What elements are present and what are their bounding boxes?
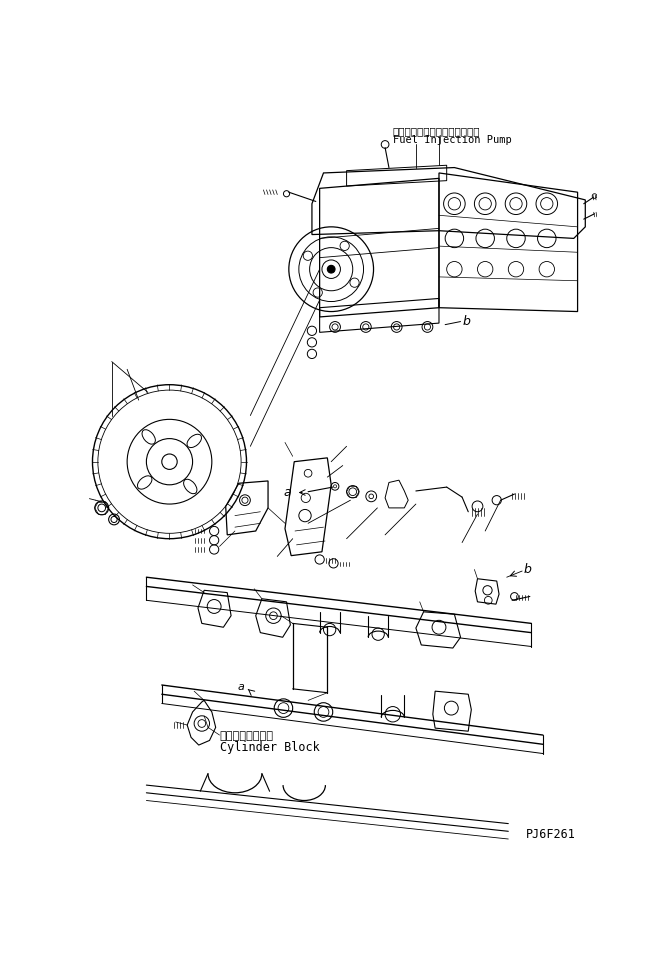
- Text: a: a: [283, 486, 291, 499]
- Text: シリンダブロック: シリンダブロック: [219, 732, 273, 741]
- Text: Fuel Injection Pump: Fuel Injection Pump: [393, 135, 511, 145]
- Text: b: b: [462, 315, 470, 328]
- Text: Cylinder Block: Cylinder Block: [219, 741, 319, 755]
- Text: フェルインジェクションポンプ: フェルインジェクションポンプ: [393, 126, 480, 136]
- Text: PJ6F261: PJ6F261: [526, 828, 576, 841]
- Text: b: b: [524, 563, 531, 576]
- Text: a: a: [237, 682, 244, 691]
- Circle shape: [327, 265, 335, 273]
